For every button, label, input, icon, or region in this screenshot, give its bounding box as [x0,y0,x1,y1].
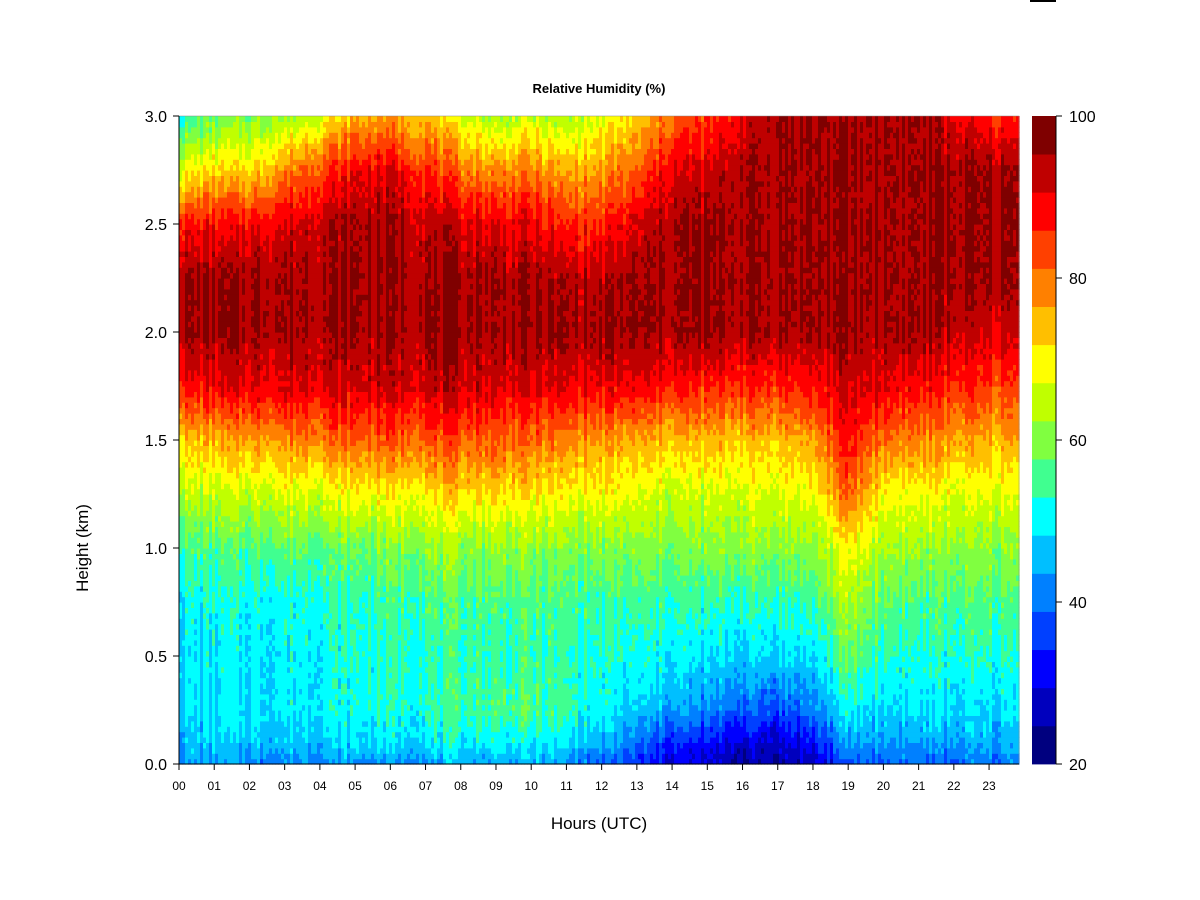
heatmap-plot-area [179,116,1020,765]
chart-title: Relative Humidity (%) [533,81,666,96]
